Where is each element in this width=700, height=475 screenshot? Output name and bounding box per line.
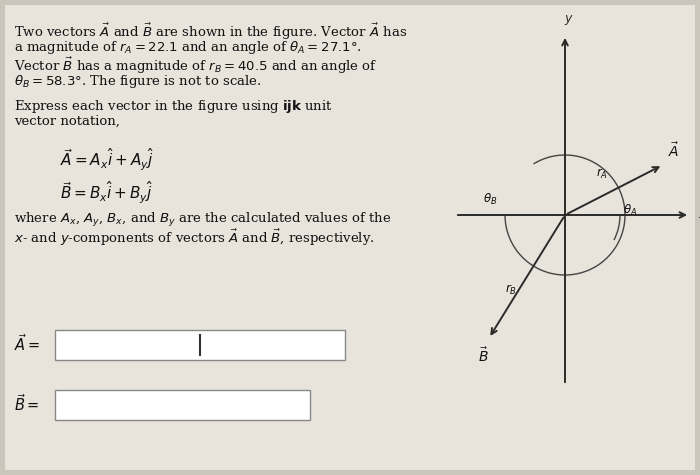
Text: $r_A$: $r_A$ (596, 167, 608, 181)
Text: $\vec{A} =$: $\vec{A} =$ (14, 333, 41, 354)
Text: $\vec{B} = B_x\hat{i} + B_y\hat{j}$: $\vec{B} = B_x\hat{i} + B_y\hat{j}$ (60, 179, 153, 206)
Text: $\theta_A$: $\theta_A$ (623, 203, 637, 218)
Text: a magnitude of $r_A = 22.1$ and an angle of $\theta_A = 27.1°$.: a magnitude of $r_A = 22.1$ and an angle… (14, 39, 362, 56)
Text: Vector $\vec{B}$ has a magnitude of $r_B = 40.5$ and an angle of: Vector $\vec{B}$ has a magnitude of $r_B… (14, 56, 377, 76)
Text: vector notation,: vector notation, (14, 115, 120, 128)
Text: $y$: $y$ (564, 13, 574, 27)
Text: $\theta_B$: $\theta_B$ (483, 192, 497, 207)
Text: $\vec{A} = A_x\hat{i} + A_y\hat{j}$: $\vec{A} = A_x\hat{i} + A_y\hat{j}$ (60, 146, 154, 172)
FancyBboxPatch shape (5, 5, 695, 470)
Text: $x$: $x$ (698, 209, 700, 221)
FancyBboxPatch shape (55, 330, 345, 360)
Text: Express each vector in the figure using $\mathbf{ijk}$ unit: Express each vector in the figure using … (14, 98, 333, 115)
Text: $x$- and $y$-components of vectors $\vec{A}$ and $\vec{B}$, respectively.: $x$- and $y$-components of vectors $\vec… (14, 228, 374, 248)
Text: $\theta_B = 58.3°$. The figure is not to scale.: $\theta_B = 58.3°$. The figure is not to… (14, 73, 262, 90)
FancyBboxPatch shape (55, 390, 310, 420)
Text: $\vec{A}$: $\vec{A}$ (668, 141, 679, 160)
Text: $r_B$: $r_B$ (505, 283, 517, 297)
Text: Two vectors $\vec{A}$ and $\vec{B}$ are shown in the figure. Vector $\vec{A}$ ha: Two vectors $\vec{A}$ and $\vec{B}$ are … (14, 22, 407, 42)
Text: $\vec{B}$: $\vec{B}$ (479, 346, 489, 365)
Text: where $A_x$, $A_y$, $B_x$, and $B_y$ are the calculated values of the: where $A_x$, $A_y$, $B_x$, and $B_y$ are… (14, 211, 391, 229)
Text: $\vec{B} =$: $\vec{B} =$ (14, 394, 39, 414)
